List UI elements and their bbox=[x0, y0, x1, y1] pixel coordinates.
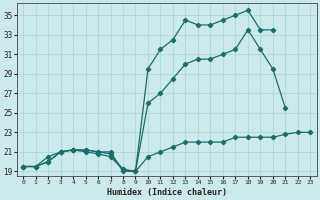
X-axis label: Humidex (Indice chaleur): Humidex (Indice chaleur) bbox=[107, 188, 227, 197]
